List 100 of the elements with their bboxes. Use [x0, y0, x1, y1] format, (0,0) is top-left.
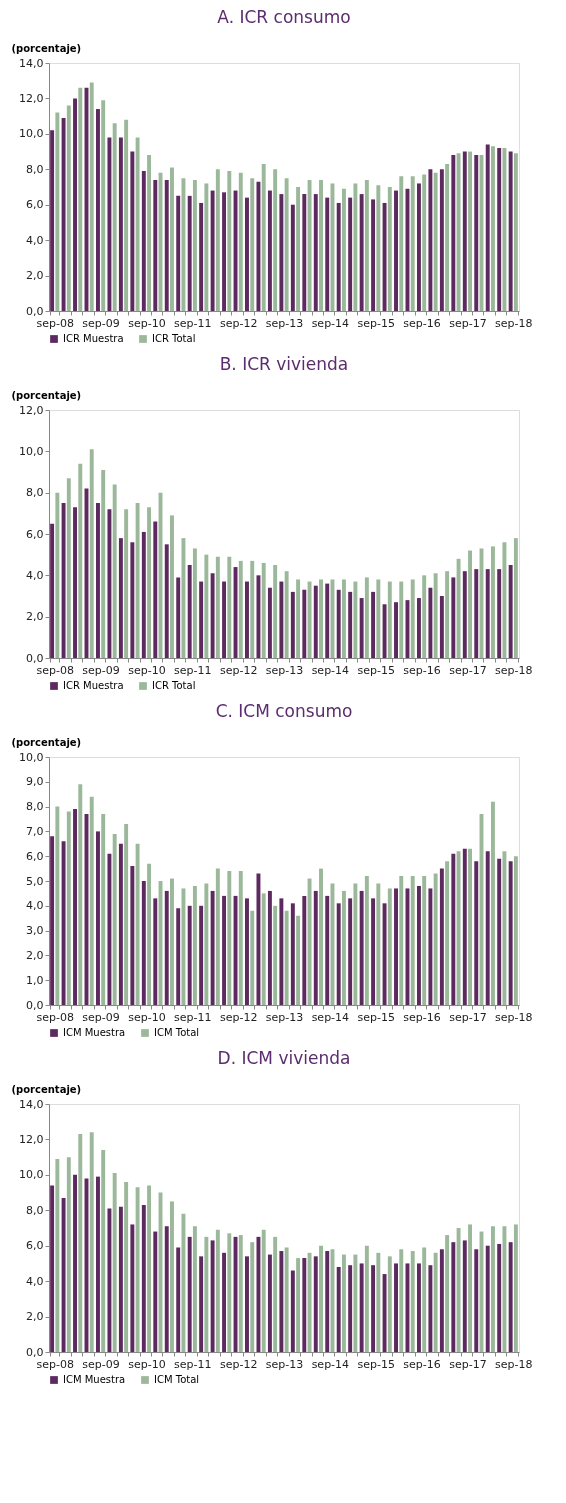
bar — [456, 1228, 461, 1352]
bar — [164, 544, 169, 658]
bar — [176, 195, 181, 311]
bar — [348, 1265, 353, 1352]
bar — [210, 890, 215, 1005]
bar — [147, 507, 152, 658]
bar — [256, 873, 261, 1005]
x-tick-label: sep-16 — [403, 663, 441, 677]
bar — [187, 905, 192, 1005]
x-tick-label: sep-15 — [357, 1010, 395, 1024]
x-tick-label: sep-11 — [174, 663, 212, 677]
bar — [284, 571, 289, 658]
bar — [364, 577, 369, 658]
bar — [153, 898, 158, 1005]
bar — [250, 560, 255, 658]
y-tick-label: 2,0 — [26, 1310, 44, 1324]
x-tick-label: sep-12 — [219, 1357, 258, 1371]
bar — [341, 188, 346, 311]
bar — [130, 542, 135, 658]
bar — [371, 591, 376, 658]
bar — [382, 1274, 387, 1352]
y-tick-label: 1,0 — [26, 973, 44, 987]
y-tick-label: 0,0 — [26, 651, 44, 665]
x-tick-label: sep-18 — [495, 663, 533, 677]
bar — [428, 888, 433, 1005]
bar — [96, 1176, 100, 1352]
bar — [130, 1224, 135, 1352]
bar — [256, 181, 261, 311]
bar — [422, 1247, 427, 1352]
x-tick-label: sep-09 — [82, 663, 120, 677]
bar — [238, 560, 243, 658]
bar — [513, 1224, 518, 1352]
bar — [364, 179, 369, 311]
y-tick-label: 9,0 — [26, 775, 44, 789]
bar — [78, 784, 83, 1005]
bar — [353, 1254, 358, 1352]
y-tick-label: 7,0 — [26, 824, 44, 838]
bar — [319, 579, 323, 658]
x-tick-label: sep-13 — [265, 1357, 304, 1371]
bar — [187, 1236, 192, 1352]
bar — [502, 542, 507, 658]
bar — [353, 883, 358, 1005]
bar — [439, 596, 444, 658]
bar — [336, 903, 341, 1005]
bar — [215, 556, 220, 658]
bar — [279, 581, 284, 658]
bar — [399, 176, 404, 311]
x-tick-label: sep-13 — [265, 316, 304, 330]
bar — [147, 155, 152, 311]
x-tick-label: sep-18 — [495, 1010, 533, 1024]
x-tick-label: sep-09 — [82, 1357, 120, 1371]
chart-title: B. ICR vivienda — [219, 354, 349, 374]
bar — [118, 538, 123, 658]
bar — [485, 1245, 490, 1352]
bar — [279, 1251, 284, 1352]
bar — [399, 1249, 404, 1352]
bar — [50, 836, 55, 1005]
bar — [371, 898, 376, 1005]
bar — [176, 577, 181, 658]
bar — [508, 1242, 513, 1352]
y-tick-label: 6,0 — [26, 849, 44, 863]
bar — [96, 503, 100, 658]
bar — [112, 484, 117, 658]
bar — [245, 1256, 249, 1352]
bar — [187, 565, 192, 658]
y-tick-label: 2,0 — [26, 610, 44, 624]
bar — [124, 1181, 129, 1352]
x-tick-label: sep-08 — [36, 316, 74, 330]
y-tick-label: 12,0 — [19, 91, 44, 105]
bar — [387, 187, 392, 311]
bar — [485, 569, 490, 658]
y-tick-label: 8,0 — [26, 1203, 44, 1217]
y-tick-label: 6,0 — [26, 1239, 44, 1253]
bar — [50, 1185, 55, 1352]
x-tick-label: sep-14 — [311, 663, 350, 677]
y-tick-label: 10,0 — [19, 444, 44, 458]
bar — [107, 509, 112, 658]
bar — [66, 1157, 71, 1352]
bar — [474, 569, 479, 658]
bar — [451, 853, 456, 1005]
x-tick-label: sep-17 — [449, 316, 487, 330]
bar — [376, 1252, 381, 1352]
bar — [491, 801, 495, 1005]
bar — [341, 1254, 346, 1352]
bar — [192, 179, 197, 311]
bar — [118, 1206, 123, 1352]
bar — [124, 119, 129, 311]
bar — [508, 151, 513, 311]
bar — [410, 1251, 415, 1352]
bar — [348, 197, 353, 311]
bar — [468, 1224, 472, 1352]
bar — [261, 562, 266, 658]
bar — [50, 130, 55, 311]
bar — [107, 1208, 112, 1352]
x-tick-label: sep-08 — [36, 663, 74, 677]
y-tick-label: 4,0 — [26, 233, 44, 247]
bar — [462, 571, 467, 658]
x-tick-label: sep-08 — [36, 1010, 74, 1024]
bar — [319, 179, 323, 311]
bar — [273, 565, 278, 658]
